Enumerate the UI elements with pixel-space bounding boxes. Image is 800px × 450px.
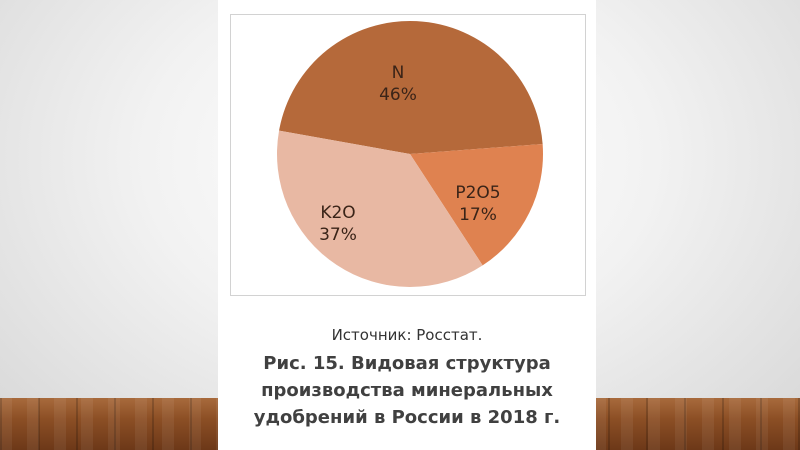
slide-panel: N 46% P2O5 17% K2O 37% Источник: Росстат. Рис… — [218, 0, 596, 450]
slice-value-n: 46% — [379, 85, 417, 105]
slice-label-p2o5: P2O5 — [455, 183, 500, 203]
slice-n — [279, 21, 543, 154]
caption-line-3: удобрений в России в 2018 г. — [253, 407, 561, 428]
chart-frame: N 46% P2O5 17% K2O 37% — [230, 14, 586, 296]
slice-label-k2o: K2O — [320, 203, 355, 223]
source-note: Источник: Росстат. — [331, 326, 483, 344]
slice-p2o5 — [410, 144, 543, 266]
slice-value-k2o: 37% — [319, 225, 357, 245]
caption-line-2: производства минеральных — [261, 380, 553, 401]
slice-value-p2o5: 17% — [459, 205, 497, 225]
figure-caption: Рис. 15. Видовая структура производства … — [218, 350, 596, 431]
caption-line-1: Рис. 15. Видовая структура — [263, 353, 551, 374]
slice-k2o — [277, 130, 483, 288]
slice-label-n: N — [392, 63, 405, 83]
